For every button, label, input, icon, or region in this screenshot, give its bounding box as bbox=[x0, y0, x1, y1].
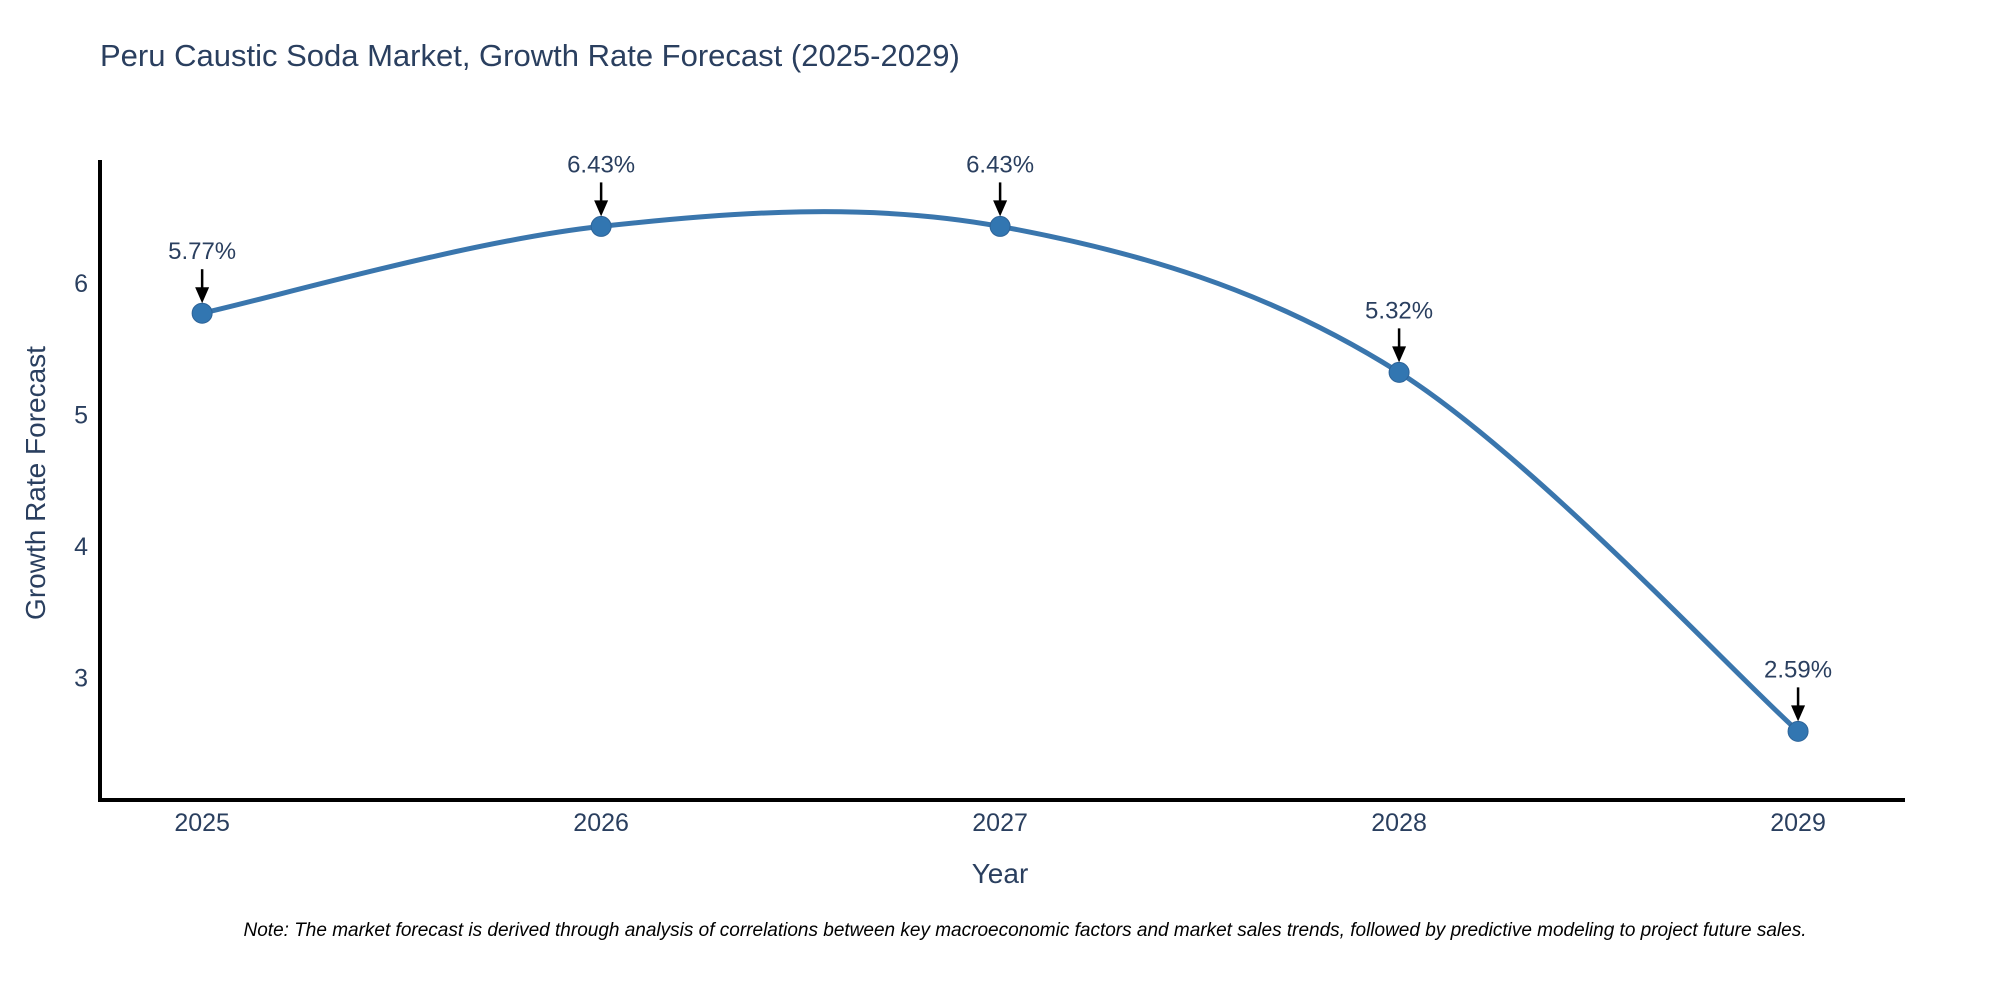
point-value-label: 5.77% bbox=[168, 238, 236, 265]
annotation-arrow-head bbox=[1392, 346, 1407, 363]
annotation-arrow-head bbox=[993, 200, 1008, 217]
chart-title: Peru Caustic Soda Market, Growth Rate Fo… bbox=[100, 38, 960, 73]
data-point-marker bbox=[191, 302, 213, 324]
y-tick-label: 6 bbox=[74, 270, 88, 298]
forecast-line bbox=[199, 209, 1801, 734]
x-axis-title: Year bbox=[971, 858, 1029, 889]
y-tick-label: 3 bbox=[74, 664, 88, 692]
x-tick-label: 2028 bbox=[1371, 809, 1427, 837]
annotation-arrow-head bbox=[1791, 705, 1806, 722]
y-tick-label: 4 bbox=[74, 533, 88, 561]
x-tick-label: 2025 bbox=[174, 809, 230, 837]
data-point-marker bbox=[1787, 720, 1809, 742]
point-value-label: 2.59% bbox=[1764, 656, 1832, 683]
x-tick-label: 2027 bbox=[972, 809, 1028, 837]
data-point-marker bbox=[1388, 361, 1410, 383]
point-value-label: 6.43% bbox=[966, 151, 1034, 178]
data-point-marker bbox=[989, 215, 1011, 237]
chart-footnote: Note: The market forecast is derived thr… bbox=[243, 920, 1807, 941]
annotation-arrow-head bbox=[195, 287, 210, 304]
point-value-label: 6.43% bbox=[567, 151, 635, 178]
point-value-label: 5.32% bbox=[1365, 297, 1433, 324]
x-tick-label: 2026 bbox=[573, 809, 629, 837]
x-tick-label: 2029 bbox=[1770, 809, 1826, 837]
data-point-marker bbox=[590, 215, 612, 237]
annotation-arrow-head bbox=[594, 200, 609, 217]
y-axis-title: Growth Rate Forecast bbox=[20, 346, 51, 620]
y-tick-label: 5 bbox=[74, 401, 88, 429]
